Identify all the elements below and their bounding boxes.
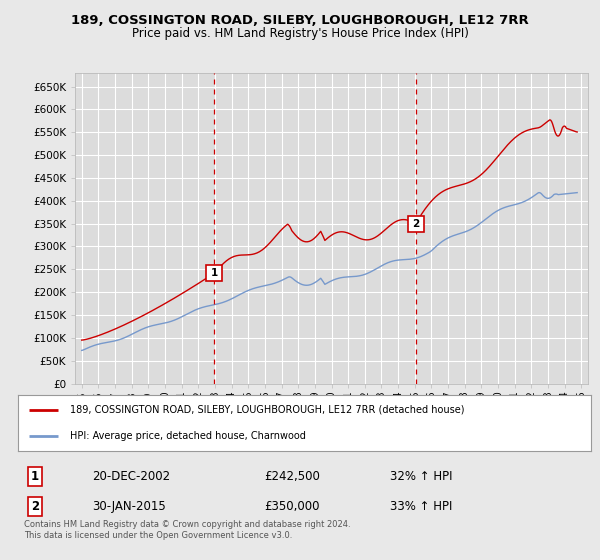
Text: 30-JAN-2015: 30-JAN-2015 <box>92 500 166 514</box>
Text: 2: 2 <box>412 218 420 228</box>
Text: 33% ↑ HPI: 33% ↑ HPI <box>391 500 453 514</box>
Text: Contains HM Land Registry data © Crown copyright and database right 2024.
This d: Contains HM Land Registry data © Crown c… <box>24 520 350 540</box>
Text: 2: 2 <box>31 500 39 514</box>
Text: 20-DEC-2002: 20-DEC-2002 <box>92 470 170 483</box>
Text: HPI: Average price, detached house, Charnwood: HPI: Average price, detached house, Char… <box>70 431 305 441</box>
Text: £242,500: £242,500 <box>265 470 320 483</box>
Text: 32% ↑ HPI: 32% ↑ HPI <box>391 470 453 483</box>
Text: £350,000: £350,000 <box>265 500 320 514</box>
Text: 189, COSSINGTON ROAD, SILEBY, LOUGHBOROUGH, LE12 7RR: 189, COSSINGTON ROAD, SILEBY, LOUGHBOROU… <box>71 14 529 27</box>
Text: 189, COSSINGTON ROAD, SILEBY, LOUGHBOROUGH, LE12 7RR (detached house): 189, COSSINGTON ROAD, SILEBY, LOUGHBOROU… <box>70 405 464 415</box>
Text: Price paid vs. HM Land Registry's House Price Index (HPI): Price paid vs. HM Land Registry's House … <box>131 27 469 40</box>
Text: 1: 1 <box>31 470 39 483</box>
Text: 1: 1 <box>211 268 218 278</box>
